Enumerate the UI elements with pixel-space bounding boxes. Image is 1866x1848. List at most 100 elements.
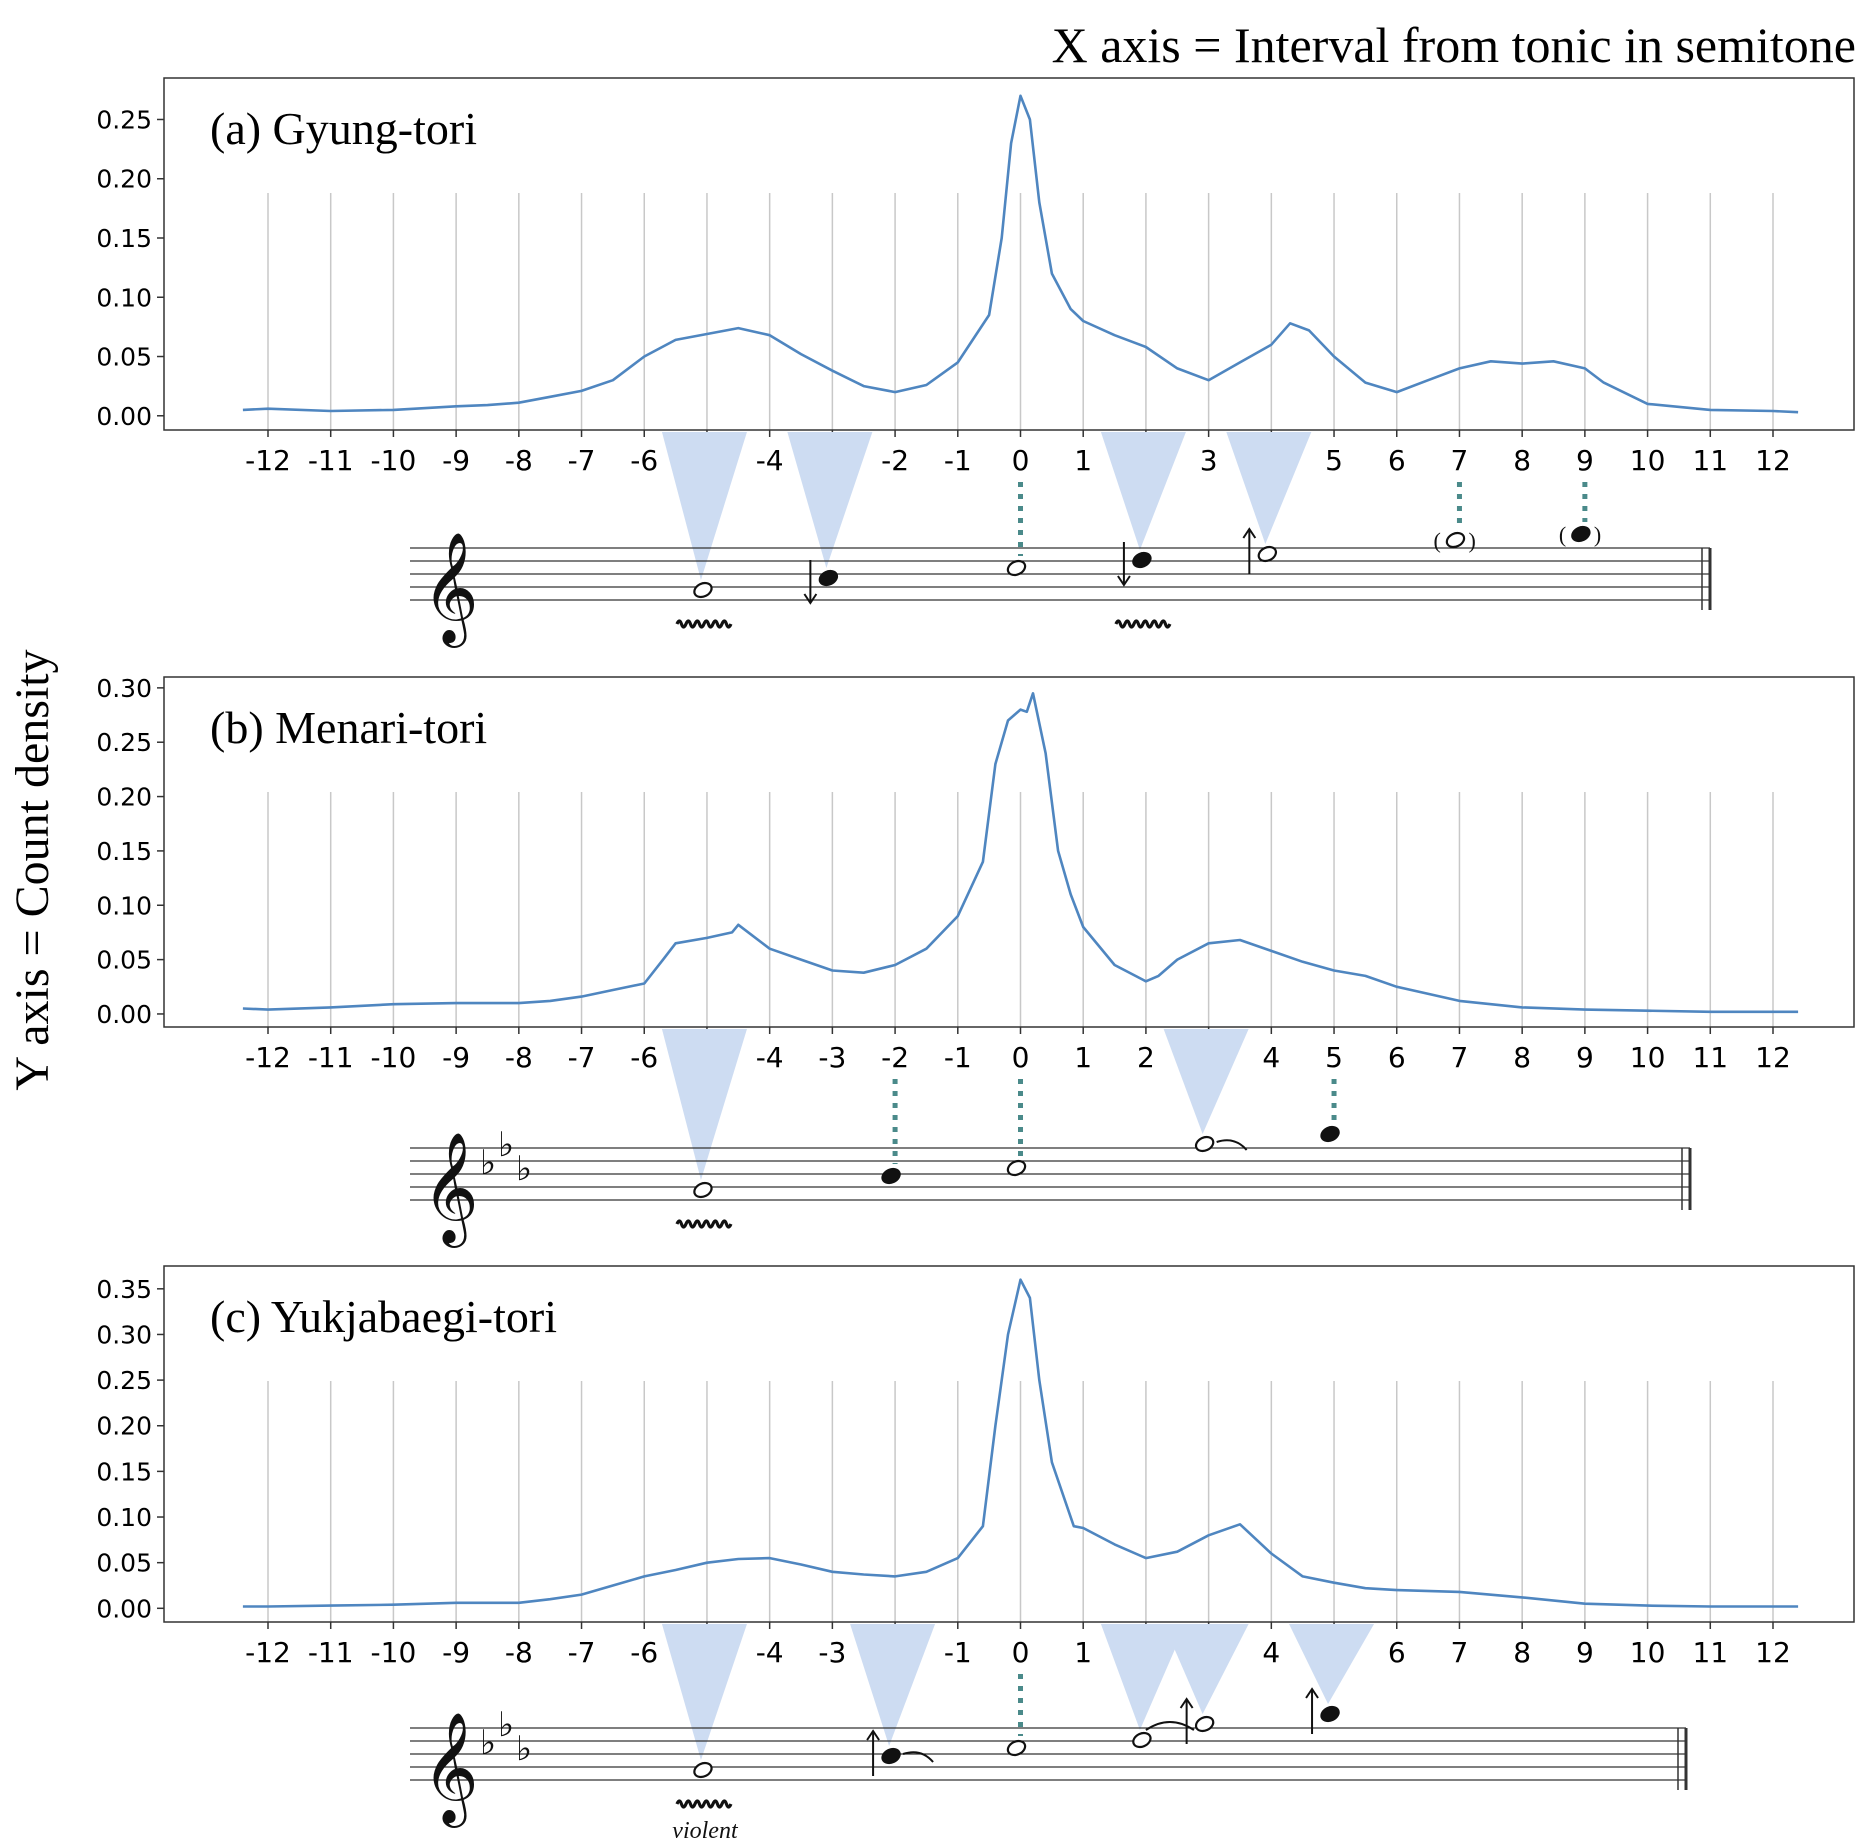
highlight-wedge — [1100, 432, 1186, 550]
x-tick-label: -1 — [944, 444, 972, 477]
note — [1194, 1135, 1248, 1153]
x-tick-label: -7 — [568, 1041, 596, 1074]
x-tick-label: 6 — [1388, 444, 1406, 477]
y-tick-label: 0.15 — [96, 224, 152, 253]
x-tick-label: 5 — [1325, 444, 1343, 477]
note — [1114, 542, 1172, 629]
x-tick-label: -1 — [944, 1041, 972, 1074]
note-head — [1571, 525, 1591, 543]
series-line — [242, 94, 1799, 414]
note-head — [881, 1167, 901, 1185]
vibrato-icon — [675, 1799, 733, 1809]
x-tick-label: 1 — [1074, 444, 1092, 477]
note — [1132, 1721, 1195, 1749]
x-tick-label: 7 — [1451, 1041, 1469, 1074]
arrow-head — [1305, 1687, 1319, 1699]
note — [1179, 1697, 1215, 1744]
flat-sign-icon: ♭ — [498, 1127, 514, 1164]
note — [675, 1181, 733, 1229]
x-tick-label: 5 — [1325, 1041, 1343, 1074]
note — [866, 1729, 934, 1776]
x-tick-label: -12 — [245, 444, 291, 477]
note-head — [1006, 559, 1027, 577]
flat-sign-icon: ♭ — [480, 1725, 496, 1762]
x-tick-label: -3 — [818, 1041, 846, 1074]
x-tick-label: -1 — [944, 1636, 972, 1669]
y-tick-label: 0.10 — [96, 891, 152, 920]
vibrato-icon — [675, 1219, 733, 1229]
note: () — [1559, 522, 1601, 547]
note-head — [1257, 545, 1278, 563]
note-head — [1006, 1739, 1027, 1757]
note-head — [1132, 551, 1152, 569]
x-tick-label: -9 — [442, 1041, 470, 1074]
x-tick-label: 4 — [1262, 1636, 1280, 1669]
y-tick-label: 0.00 — [96, 1594, 152, 1623]
note — [1006, 1159, 1027, 1177]
highlight-wedge — [1163, 1624, 1249, 1714]
note-head — [1445, 531, 1466, 549]
flat-sign-icon: ♭ — [516, 1151, 532, 1188]
panels: -12-11-10-9-8-7-6-5-4-3-2-10123456789101… — [96, 77, 1855, 1844]
x-tick-label: 12 — [1755, 1636, 1791, 1669]
x-tick-label: 1 — [1074, 1636, 1092, 1669]
x-tick-label: 4 — [1262, 1041, 1280, 1074]
plot-frame — [163, 676, 1855, 1028]
note-head — [1194, 1715, 1215, 1733]
x-tick-label: -7 — [568, 1636, 596, 1669]
plot-frame — [163, 77, 1855, 431]
panel-2: -12-11-10-9-8-7-6-5-4-3-2-10123456789101… — [96, 1265, 1855, 1844]
note-head — [693, 581, 713, 599]
note-head — [1194, 1135, 1215, 1153]
paren-right: ) — [1594, 522, 1601, 547]
x-tick-label: 7 — [1451, 1636, 1469, 1669]
x-tick-label: -11 — [308, 444, 354, 477]
x-tick-label: -12 — [245, 1636, 291, 1669]
note — [675, 581, 733, 629]
y-tick-label: 0.10 — [96, 1503, 152, 1532]
y-axis-caption: Y axis = Count density — [6, 649, 59, 1090]
flat-sign-icon: ♭ — [516, 1731, 532, 1768]
x-tick-label: 10 — [1630, 444, 1666, 477]
note — [803, 560, 839, 605]
panel-title: (a) Gyung-tori — [210, 103, 477, 154]
y-tick-label: 0.10 — [96, 283, 152, 312]
x-tick-label: 9 — [1576, 444, 1594, 477]
x-tick-label: 8 — [1513, 444, 1531, 477]
x-tick-label: -4 — [756, 1636, 784, 1669]
vibrato-icon — [1114, 619, 1172, 629]
note: violent — [672, 1761, 739, 1844]
x-tick-label: 9 — [1576, 1041, 1594, 1074]
highlight-wedge — [787, 432, 873, 568]
note — [1006, 559, 1027, 577]
note-head — [818, 569, 839, 587]
x-tick-label: 1 — [1074, 1041, 1092, 1074]
x-tick-label: -10 — [371, 444, 417, 477]
tie-icon — [902, 1751, 934, 1763]
y-tick-label: 0.05 — [96, 1549, 152, 1578]
x-tick-label: -7 — [568, 444, 596, 477]
y-tick-label: 0.20 — [96, 783, 152, 812]
panel-1: -12-11-10-9-8-7-6-5-4-3-2-10123456789101… — [96, 674, 1855, 1248]
treble-clef-icon: 𝄞 — [422, 1713, 479, 1828]
treble-clef-icon: 𝄞 — [422, 533, 479, 648]
x-tick-label: -4 — [756, 1041, 784, 1074]
x-tick-label: 11 — [1692, 444, 1728, 477]
panel-0: -12-11-10-9-8-7-6-5-4-3-2-10123456789101… — [96, 77, 1855, 648]
note-head — [1320, 1125, 1340, 1143]
y-tick-label: 0.15 — [96, 837, 152, 866]
y-tick-label: 0.25 — [96, 105, 152, 134]
series-line — [242, 691, 1799, 1014]
slur-icon — [1145, 1721, 1195, 1731]
x-tick-label: -6 — [630, 1041, 658, 1074]
x-tick-label: -8 — [505, 1636, 533, 1669]
arrow-head — [866, 1729, 880, 1741]
y-tick-label: 0.25 — [96, 1366, 152, 1395]
x-tick-label: -8 — [505, 1041, 533, 1074]
x-tick-label: -2 — [881, 444, 909, 477]
note — [1305, 1687, 1340, 1734]
x-tick-label: -10 — [371, 1636, 417, 1669]
y-tick-label: 0.25 — [96, 728, 152, 757]
y-tick-label: 0.30 — [96, 1320, 152, 1349]
